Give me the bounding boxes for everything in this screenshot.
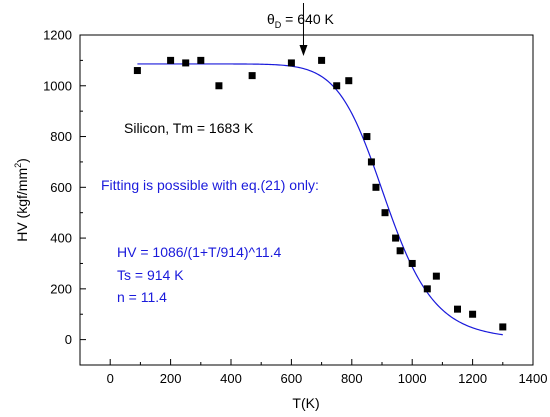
data-point xyxy=(197,56,205,64)
data-point xyxy=(392,234,400,242)
data-point xyxy=(333,82,341,90)
ticks: 0 200 400 600 800 1000 1200 1400 0 200 400 600 800 10… xyxy=(43,28,547,387)
data-point xyxy=(381,209,389,217)
theta-value: = 640 K xyxy=(281,11,334,27)
data-point xyxy=(248,72,256,80)
x-tick-label: 400 xyxy=(220,371,242,386)
data-point xyxy=(363,133,371,141)
data-point xyxy=(454,305,461,313)
svg-text:θD = 640 K: θD = 640 K xyxy=(267,11,335,30)
x-tick-label: 800 xyxy=(341,371,363,386)
y-tick-label: 1000 xyxy=(43,78,72,93)
data-point xyxy=(432,272,440,280)
fit-curve xyxy=(137,63,503,336)
fit-n: n = 11.4 xyxy=(117,289,167,305)
theta-arrow-head xyxy=(299,45,308,56)
fitting-note: Fitting is possible with eq.(21) only: xyxy=(101,177,319,193)
data-point xyxy=(396,247,404,255)
data-point xyxy=(318,56,326,64)
x-axis-title: T(K) xyxy=(292,395,319,411)
theta-symbol: θ xyxy=(267,11,275,27)
x-tick-label: 0 xyxy=(107,371,114,386)
data-point xyxy=(167,56,175,64)
data-point xyxy=(408,259,416,267)
y-axis-title-sup: 2 xyxy=(13,163,23,168)
y-tick-label: 1200 xyxy=(43,28,72,43)
data-point xyxy=(367,158,375,166)
y-tick-label: 200 xyxy=(50,281,72,296)
data-point xyxy=(345,77,353,85)
fit-equation: HV = 1086/(1+T/914)^11.4 xyxy=(117,244,282,260)
x-tick-label: 200 xyxy=(160,371,182,386)
fit-ts: Ts = 914 K xyxy=(117,267,184,283)
y-axis-title-main: HV (kgf/mm xyxy=(14,168,30,242)
data-point xyxy=(372,183,380,191)
y-axis-title: HV (kgf/mm2) xyxy=(13,158,30,242)
x-tick-label: 600 xyxy=(281,371,303,386)
x-tick-label: 1200 xyxy=(458,371,487,386)
y-tick-label: 400 xyxy=(50,231,72,246)
x-tick-label: 1000 xyxy=(398,371,427,386)
theta-subscript: D xyxy=(275,20,282,30)
data-point xyxy=(423,285,431,293)
material-label: Silicon, Tm = 1683 K xyxy=(124,120,254,136)
data-point xyxy=(182,59,190,67)
data-points-layer xyxy=(133,56,507,331)
y-tick-label: 600 xyxy=(50,180,72,195)
data-point xyxy=(469,310,477,318)
y-axis-title-end: ) xyxy=(14,158,30,163)
data-point xyxy=(499,323,507,331)
data-point xyxy=(215,82,223,90)
x-tick-label: 1400 xyxy=(519,371,548,386)
data-point xyxy=(133,67,141,75)
y-tick-label: 800 xyxy=(50,129,72,144)
axes xyxy=(79,34,534,366)
debye-temperature-annotation: θD = 640 K xyxy=(267,3,335,56)
fit-curve-layer xyxy=(137,63,503,336)
plot-frame xyxy=(79,34,534,366)
data-point xyxy=(287,59,295,67)
y-tick-label: 0 xyxy=(65,332,72,347)
